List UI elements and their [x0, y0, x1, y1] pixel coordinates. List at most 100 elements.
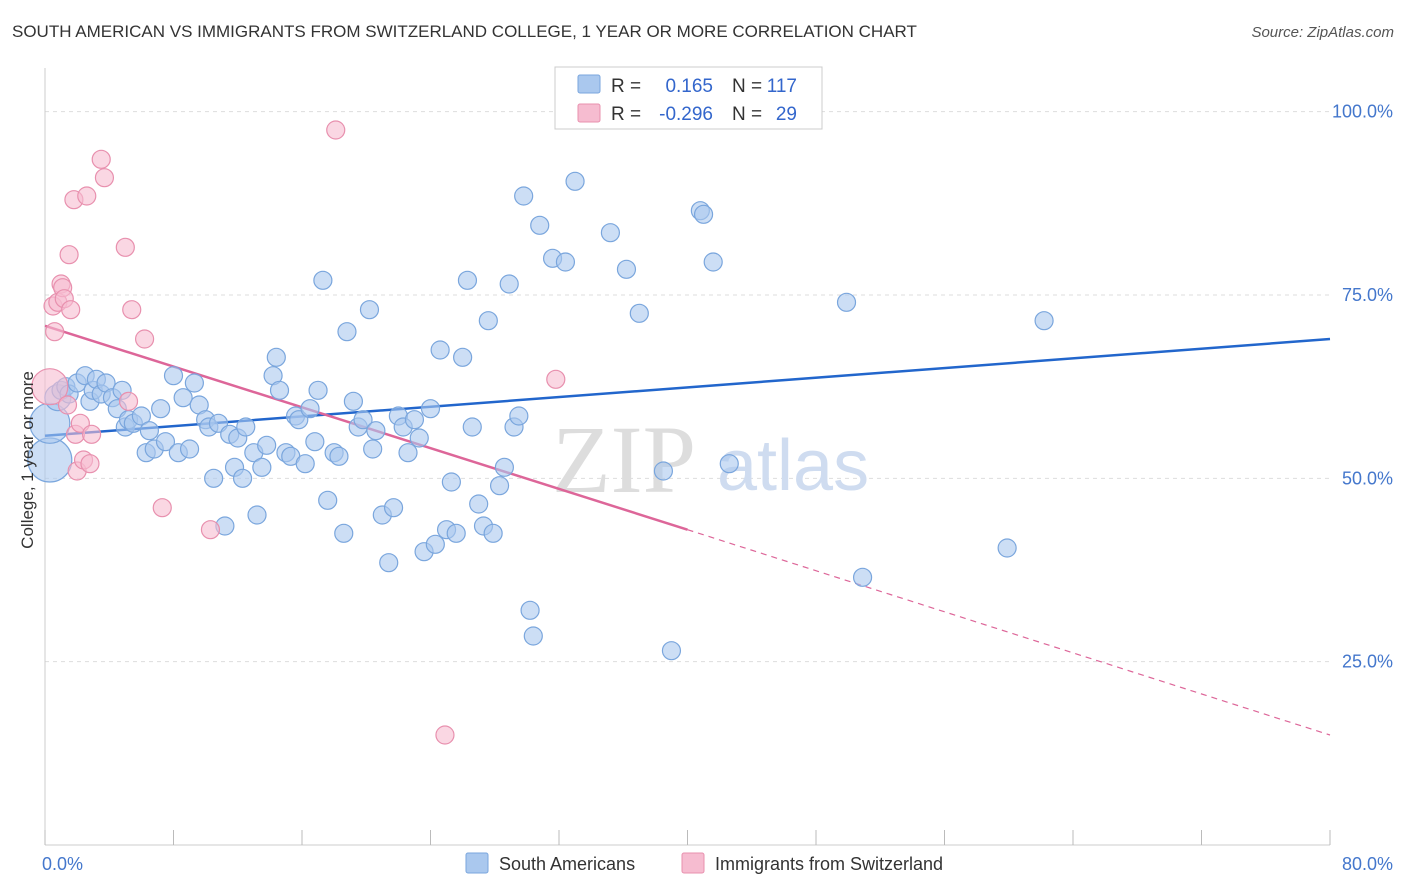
- point-south-americans: [139, 421, 160, 441]
- point-south-americans: [430, 340, 450, 360]
- y-tick-label: 75.0%: [1342, 285, 1393, 305]
- point-south-americans: [653, 461, 674, 481]
- point-south-americans: [483, 523, 503, 543]
- point-south-americans: [478, 311, 498, 331]
- point-south-americans: [305, 432, 325, 452]
- point-south-americans: [366, 421, 386, 441]
- point-south-americans: [489, 476, 510, 496]
- point-south-americans: [719, 454, 739, 474]
- legend-r-value-pink: -0.296: [659, 104, 713, 125]
- point-switzerland: [200, 520, 221, 540]
- point-south-americans: [383, 498, 404, 518]
- legend-swatch-blue: [577, 74, 601, 94]
- stats-legend: R = 0.165 N = 117 R = -0.296 N = 29: [554, 66, 823, 130]
- series-legend-label-south-americans: South Americans: [499, 854, 635, 874]
- point-south-americans: [313, 270, 333, 290]
- series-legend-label-switzerland: Immigrants from Switzerland: [715, 854, 943, 874]
- point-switzerland: [134, 329, 155, 349]
- series-legend-swatch-switzerland: [681, 852, 705, 874]
- point-south-americans: [404, 410, 425, 430]
- point-south-americans: [494, 457, 514, 477]
- point-south-americans: [420, 399, 441, 419]
- watermark: ZIP atlas: [552, 406, 869, 513]
- legend-n-label-pink: N =: [732, 104, 762, 125]
- point-south-americans: [295, 454, 315, 474]
- point-south-americans: [184, 373, 204, 393]
- point-south-americans: [499, 274, 519, 294]
- point-south-americans: [334, 523, 354, 543]
- watermark-atlas: atlas: [717, 426, 869, 506]
- point-south-americans: [379, 553, 399, 573]
- point-switzerland: [94, 168, 115, 188]
- chart-source: Source: ZipAtlas.com: [1251, 24, 1394, 41]
- legend-r-label-blue: R =: [611, 76, 641, 97]
- point-south-americans: [520, 600, 540, 620]
- point-south-americans: [565, 171, 585, 191]
- point-switzerland: [80, 454, 100, 474]
- point-south-americans: [163, 366, 184, 386]
- trend-line-south-americans: [44, 337, 1331, 438]
- point-south-americans: [232, 468, 253, 488]
- legend-swatch-pink: [577, 103, 601, 123]
- point-south-americans: [425, 534, 445, 554]
- point-switzerland: [326, 120, 346, 140]
- point-switzerland: [57, 395, 78, 415]
- point-switzerland: [31, 368, 69, 406]
- point-switzerland: [77, 186, 97, 206]
- point-switzerland: [546, 369, 566, 389]
- point-switzerland: [118, 391, 139, 411]
- point-south-americans: [530, 215, 550, 235]
- point-switzerland: [91, 149, 111, 169]
- legend-n-value-pink: 29: [776, 104, 797, 125]
- point-south-americans: [616, 259, 637, 279]
- point-south-americans: [836, 292, 857, 312]
- y-tick-label: 50.0%: [1342, 468, 1393, 488]
- point-south-americans: [308, 380, 328, 400]
- point-south-americans: [1034, 311, 1054, 331]
- point-switzerland: [59, 245, 79, 265]
- data-points: [27, 120, 1054, 745]
- point-south-americans: [269, 380, 290, 400]
- point-south-americans: [514, 186, 534, 206]
- point-south-americans: [131, 406, 151, 426]
- point-south-americans: [523, 626, 543, 646]
- point-south-americans: [247, 505, 267, 525]
- point-south-americans: [446, 523, 466, 543]
- point-switzerland: [61, 300, 81, 320]
- point-south-americans: [997, 538, 1017, 558]
- point-south-americans: [318, 490, 338, 510]
- point-south-americans: [155, 432, 176, 452]
- point-south-americans: [257, 435, 277, 455]
- point-south-americans: [409, 428, 429, 448]
- series-legend: South Americans Immigrants from Switzerl…: [465, 852, 943, 874]
- point-south-americans: [204, 468, 224, 488]
- point-switzerland: [81, 424, 102, 444]
- point-south-americans: [453, 347, 473, 367]
- point-south-americans: [252, 457, 272, 477]
- point-south-americans: [300, 399, 320, 419]
- point-south-americans: [343, 391, 363, 411]
- point-south-americans: [600, 223, 621, 243]
- trend-lines: [44, 324, 1331, 736]
- point-south-americans: [266, 347, 286, 367]
- watermark-zip: ZIP: [552, 406, 696, 513]
- point-south-americans: [363, 439, 383, 459]
- series-legend-swatch-south-americans: [465, 852, 489, 874]
- point-south-americans: [179, 439, 200, 459]
- point-south-americans: [359, 300, 380, 320]
- point-south-americans: [236, 417, 256, 437]
- chart-title: SOUTH AMERICAN VS IMMIGRANTS FROM SWITZE…: [12, 22, 917, 41]
- point-switzerland: [152, 498, 172, 518]
- point-south-americans: [462, 417, 482, 437]
- y-axis-title: College, 1 year or more: [18, 371, 37, 549]
- point-south-americans: [457, 270, 478, 290]
- y-tick-label: 25.0%: [1342, 652, 1393, 672]
- point-switzerland: [115, 237, 135, 257]
- point-south-americans: [337, 322, 357, 342]
- point-south-americans: [693, 204, 714, 224]
- point-south-americans: [469, 494, 489, 514]
- y-tick-label: 100.0%: [1332, 102, 1393, 122]
- point-south-americans: [353, 410, 373, 430]
- x-tick-label: 0.0%: [42, 854, 83, 874]
